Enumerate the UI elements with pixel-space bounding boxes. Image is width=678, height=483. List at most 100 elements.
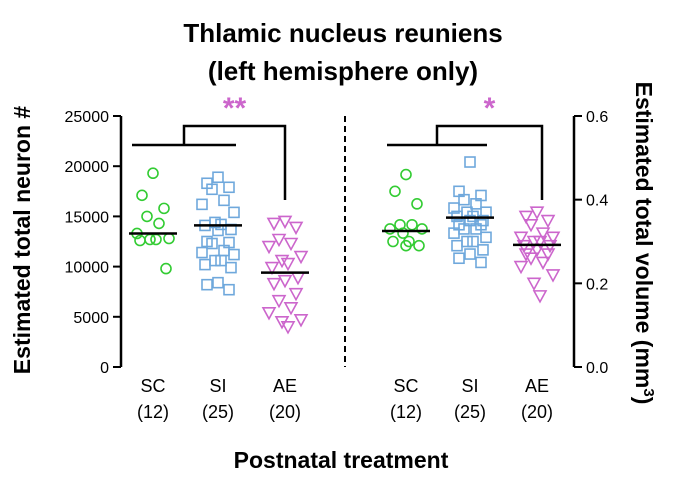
y-tick-label-left: 15000 bbox=[65, 209, 110, 226]
x-tick-label-group: AE bbox=[525, 376, 549, 396]
data-point-neuron-ae bbox=[277, 215, 293, 230]
data-point-neuron-ae bbox=[290, 271, 306, 286]
data-point-neuron-si bbox=[196, 198, 208, 211]
data-point-neuron-ae bbox=[293, 314, 309, 328]
x-tick-label-group: SI bbox=[209, 376, 226, 396]
data-point-neuron-sc bbox=[141, 210, 153, 223]
data-point-volume-ae bbox=[532, 290, 548, 304]
data-point-neuron-sc bbox=[153, 217, 165, 230]
data-point-volume-ae bbox=[540, 248, 556, 262]
data-point-neuron-ae bbox=[261, 240, 277, 255]
x-tick-label-count: (12) bbox=[137, 402, 169, 422]
data-point-volume-ae bbox=[532, 235, 548, 250]
data-point-volume-si bbox=[475, 256, 487, 269]
data-point-neuron-sc bbox=[136, 189, 148, 202]
data-point-neuron-si bbox=[209, 254, 221, 267]
data-point-neuron-si bbox=[215, 254, 227, 267]
data-point-volume-ae bbox=[535, 256, 551, 271]
x-tick-label-count: (25) bbox=[202, 402, 234, 422]
data-point-volume-ae bbox=[526, 277, 542, 292]
data-point-volume-si bbox=[467, 235, 479, 248]
data-point-neuron-si bbox=[199, 258, 211, 271]
data-point-neuron-si bbox=[228, 206, 240, 219]
data-point-volume-si bbox=[458, 193, 470, 206]
data-point-neuron-si bbox=[212, 276, 224, 289]
data-point-neuron-si bbox=[218, 194, 230, 207]
x-tick-label-count: (25) bbox=[454, 402, 486, 422]
data-point-neuron-si bbox=[201, 278, 213, 291]
data-point-volume-sc bbox=[397, 227, 409, 239]
data-point-volume-ae bbox=[542, 239, 558, 254]
data-point-volume-sc bbox=[400, 168, 412, 181]
data-point-neuron-ae bbox=[266, 277, 282, 292]
data-point-volume-si bbox=[464, 214, 476, 227]
data-point-volume-ae bbox=[529, 206, 545, 220]
data-point-neuron-sc bbox=[163, 232, 175, 245]
data-points bbox=[131, 156, 561, 335]
data-point-neuron-ae bbox=[271, 294, 287, 309]
data-point-neuron-ae bbox=[283, 237, 299, 252]
x-tick-label-count: (12) bbox=[390, 402, 422, 422]
data-point-neuron-sc bbox=[160, 262, 172, 275]
data-point-volume-sc bbox=[416, 223, 428, 235]
y-tick-label-right: 0.2 bbox=[586, 276, 608, 293]
y-tick-label-left: 10000 bbox=[65, 260, 110, 277]
significance-brackets: ** * bbox=[132, 92, 544, 200]
data-point-volume-sc bbox=[387, 235, 399, 248]
data-point-neuron-ae bbox=[288, 287, 304, 302]
data-point-volume-si bbox=[451, 239, 463, 252]
data-point-neuron-sc bbox=[134, 234, 146, 247]
y-axis-label-right-sup: 3 bbox=[641, 388, 658, 396]
data-point-neuron-ae bbox=[277, 274, 293, 289]
data-point-neuron-si bbox=[225, 261, 237, 274]
data-point-volume-ae bbox=[518, 248, 534, 262]
y-tick-label-left: 0 bbox=[100, 360, 109, 377]
data-point-neuron-si bbox=[223, 283, 235, 296]
data-point-volume-si bbox=[448, 227, 460, 239]
y-tick-label-left: 25000 bbox=[65, 109, 110, 126]
data-point-volume-si bbox=[470, 198, 482, 210]
data-point-neuron-ae bbox=[266, 217, 282, 232]
y-tick-label-left: 20000 bbox=[65, 159, 110, 176]
data-point-neuron-ae bbox=[280, 257, 296, 272]
y-axis-label-right-close: ) bbox=[631, 397, 657, 405]
data-point-neuron-ae bbox=[274, 254, 290, 269]
significance-bracket bbox=[132, 124, 287, 200]
data-point-neuron-ae bbox=[264, 261, 280, 276]
x-axis-label: Postnatal treatment bbox=[234, 447, 449, 473]
chart-title-line2: (left hemisphere only) bbox=[208, 56, 478, 86]
data-point-neuron-ae bbox=[271, 233, 287, 248]
data-point-volume-si bbox=[477, 214, 489, 227]
y-axis-label-right: Estimated total volume (mm3) bbox=[631, 82, 658, 405]
data-point-volume-ae bbox=[513, 231, 529, 245]
x-tick-label-group: SC bbox=[393, 376, 418, 396]
data-point-neuron-si bbox=[206, 183, 218, 196]
data-point-neuron-si bbox=[206, 237, 218, 250]
data-point-neuron-sc bbox=[150, 233, 162, 246]
x-tick-label-group: AE bbox=[273, 376, 297, 396]
data-point-neuron-ae bbox=[288, 221, 304, 236]
data-point-volume-ae bbox=[545, 269, 561, 283]
data-point-neuron-sc bbox=[158, 202, 170, 215]
x-tick-label-group: SC bbox=[140, 376, 165, 396]
data-point-neuron-si bbox=[228, 248, 240, 261]
data-point-volume-si bbox=[461, 235, 473, 248]
data-point-neuron-sc bbox=[147, 167, 159, 180]
x-tick-label-group: SI bbox=[461, 376, 478, 396]
y-ticks-right: 0.0 0.2 0.4 0.6 bbox=[574, 109, 608, 377]
data-point-volume-ae bbox=[523, 252, 539, 266]
significance-stars: ** bbox=[223, 92, 247, 125]
median-lines bbox=[129, 216, 561, 274]
data-point-volume-si bbox=[451, 210, 463, 223]
data-point-neuron-ae bbox=[261, 306, 277, 321]
significance-bracket bbox=[387, 124, 544, 200]
data-point-volume-si bbox=[453, 252, 465, 265]
y-tick-label-right: 0.6 bbox=[586, 109, 608, 126]
data-point-volume-sc bbox=[411, 198, 423, 210]
data-point-volume-si bbox=[470, 223, 482, 235]
y-tick-label-right: 0.4 bbox=[586, 193, 608, 210]
y-tick-label-right: 0.0 bbox=[586, 360, 608, 377]
data-point-neuron-ae bbox=[293, 250, 309, 265]
data-point-volume-ae bbox=[523, 218, 539, 233]
